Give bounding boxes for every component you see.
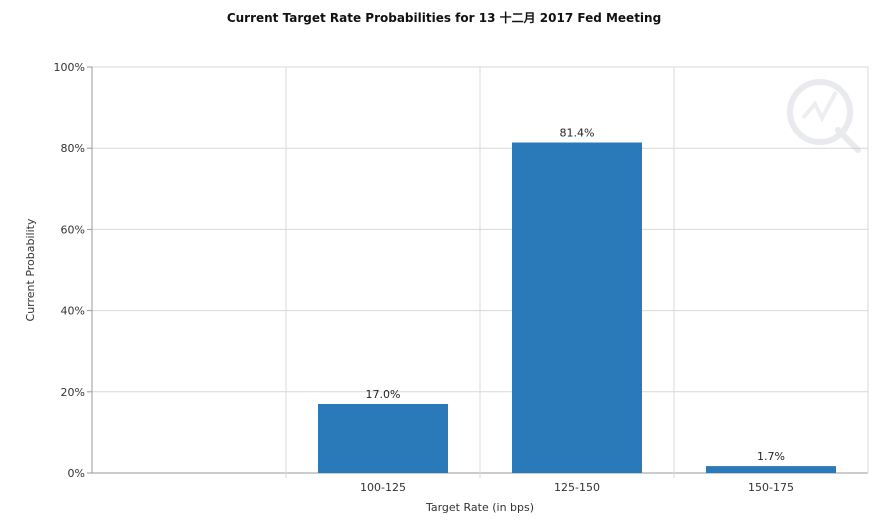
y-tick-label: 40% bbox=[61, 305, 85, 318]
gridlines bbox=[87, 66, 869, 478]
x-tick-label: 100-125 bbox=[360, 481, 406, 494]
bar bbox=[706, 466, 836, 473]
y-tick-label: 60% bbox=[61, 223, 85, 236]
x-axis-label: Target Rate (in bps) bbox=[425, 501, 534, 514]
x-tick-labels: 100-125 125-150 150-175 bbox=[360, 481, 794, 494]
chart-title: Current Target Rate Probabilities for 13… bbox=[227, 10, 661, 25]
bar-data-label: 1.7% bbox=[757, 450, 785, 463]
x-tick-label: 150-175 bbox=[748, 481, 794, 494]
bar-data-label: 81.4% bbox=[560, 127, 595, 140]
y-tick-label: 100% bbox=[54, 61, 85, 74]
bar-series bbox=[318, 142, 836, 474]
bar bbox=[512, 142, 642, 474]
y-tick-label: 20% bbox=[61, 386, 85, 399]
watermark-logo bbox=[787, 79, 861, 153]
x-tick-label: 125-150 bbox=[554, 481, 600, 494]
data-labels: 17.0% 81.4% 1.7% bbox=[366, 127, 785, 464]
y-axis-label: Current Probability bbox=[24, 218, 37, 321]
bar-data-label: 17.0% bbox=[366, 388, 401, 401]
y-tick-label: 0% bbox=[68, 467, 85, 480]
y-tick-labels: 0% 20% 40% 60% 80% 100% bbox=[54, 61, 85, 480]
bar bbox=[318, 403, 448, 473]
y-tick-label: 80% bbox=[61, 142, 85, 155]
